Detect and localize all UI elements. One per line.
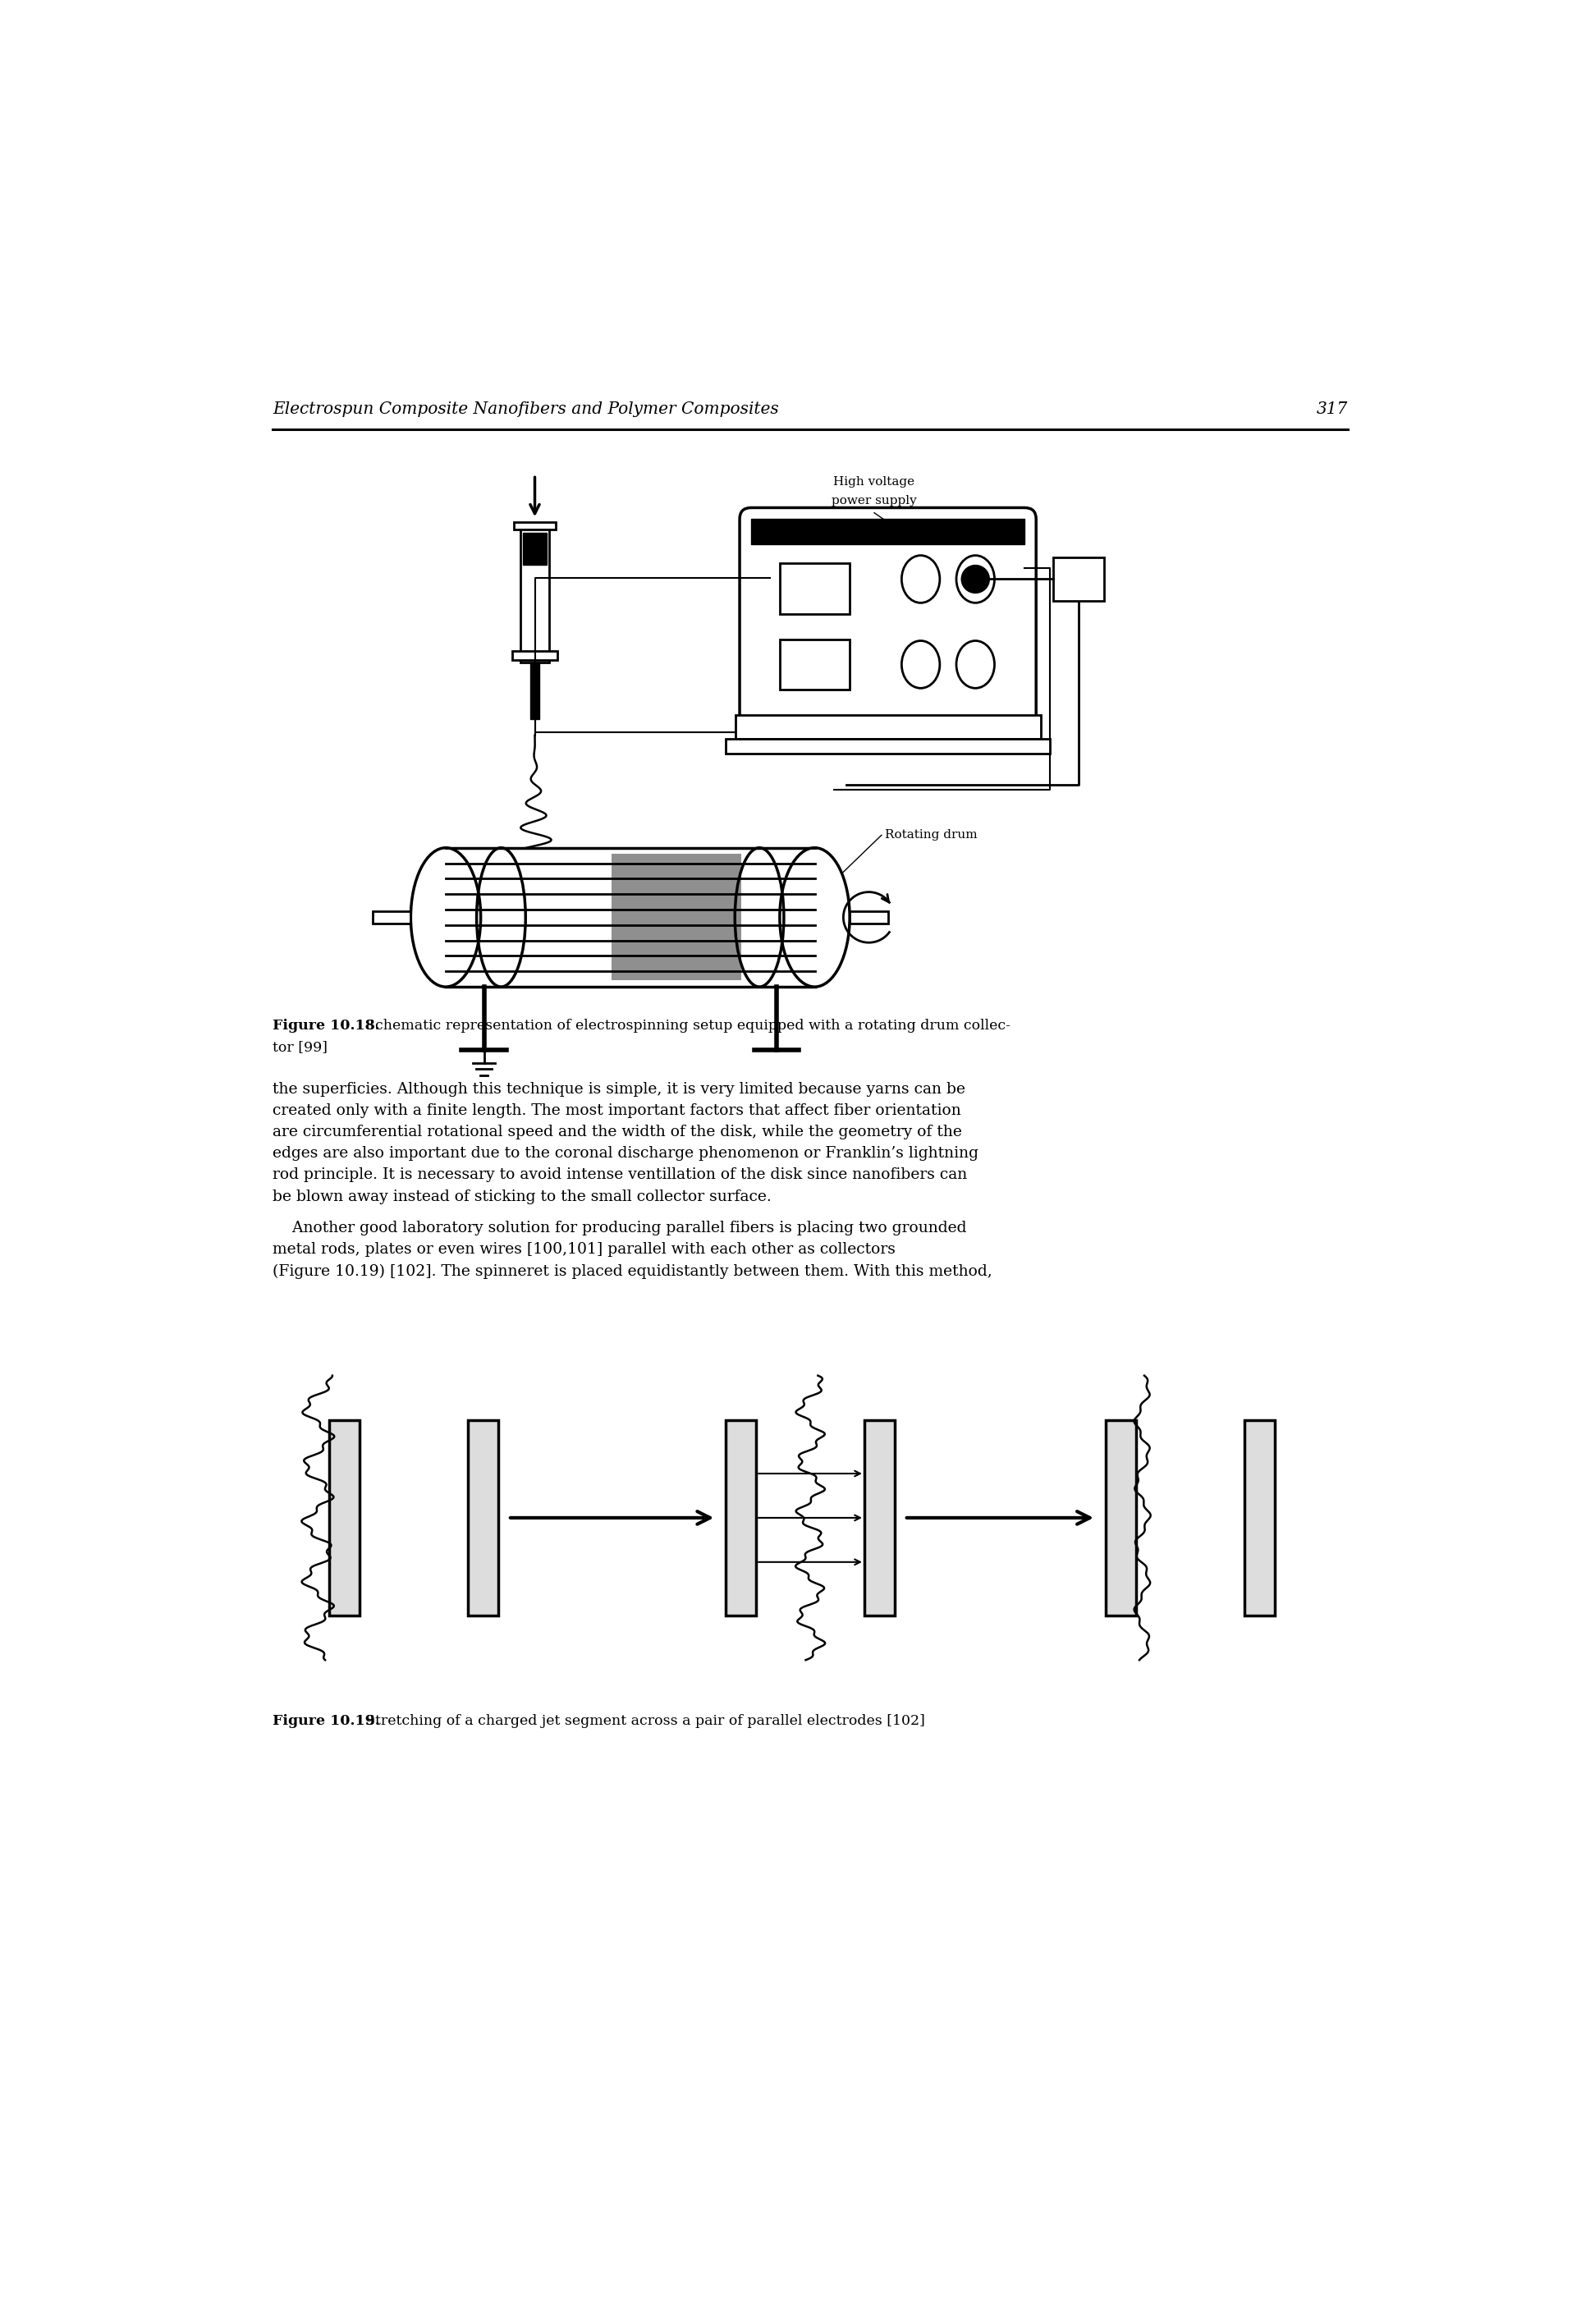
Text: Schematic representation of electrospinning setup equipped with a rotating drum : Schematic representation of electrospinn… bbox=[365, 1018, 1010, 1032]
Bar bbox=[865, 1420, 895, 1615]
Text: metal rods, plates or even wires [100,101] parallel with each other as collector: metal rods, plates or even wires [100,10… bbox=[272, 1243, 895, 1257]
Text: (Figure 10.19) [102]. The spinneret is placed equidistantly between them. With t: (Figure 10.19) [102]. The spinneret is p… bbox=[272, 1264, 993, 1278]
Bar bbox=[735, 716, 1040, 739]
Text: created only with a finite length. The most important factors that affect fiber : created only with a finite length. The m… bbox=[272, 1104, 961, 1118]
Text: be blown away instead of sticking to the small collector surface.: be blown away instead of sticking to the… bbox=[272, 1190, 772, 1204]
Bar bbox=[512, 651, 558, 660]
Ellipse shape bbox=[957, 555, 994, 602]
Ellipse shape bbox=[779, 848, 849, 988]
Bar bbox=[520, 530, 549, 662]
Text: edges are also important due to the coronal discharge phenomenon or Franklin’s l: edges are also important due to the coro… bbox=[272, 1146, 979, 1162]
Bar bbox=[373, 911, 411, 923]
Ellipse shape bbox=[901, 641, 939, 688]
Text: Figure 10.18.: Figure 10.18. bbox=[272, 1018, 379, 1032]
Bar bbox=[531, 662, 539, 720]
Bar bbox=[1053, 558, 1104, 602]
Bar bbox=[1105, 1420, 1137, 1615]
Text: the superficies. Although this technique is simple, it is very limited because y: the superficies. Although this technique… bbox=[272, 1081, 966, 1097]
Ellipse shape bbox=[957, 641, 994, 688]
Bar bbox=[446, 848, 814, 988]
Ellipse shape bbox=[901, 555, 939, 602]
Text: Stretching of a charged jet segment across a pair of parallel electrodes [102]: Stretching of a charged jet segment acro… bbox=[365, 1713, 925, 1727]
Bar bbox=[523, 532, 547, 565]
Bar bbox=[514, 523, 557, 530]
Text: 317: 317 bbox=[1317, 402, 1349, 416]
Text: Rotating drum: Rotating drum bbox=[885, 830, 977, 841]
Bar bbox=[779, 562, 849, 614]
Text: High voltage: High voltage bbox=[833, 476, 915, 488]
FancyBboxPatch shape bbox=[740, 507, 1036, 727]
Bar bbox=[329, 1420, 360, 1615]
Bar bbox=[612, 855, 741, 981]
Bar bbox=[726, 739, 1050, 753]
Ellipse shape bbox=[411, 848, 481, 988]
Text: power supply: power supply bbox=[832, 495, 917, 507]
Bar bbox=[849, 911, 889, 923]
Bar bbox=[726, 1420, 756, 1615]
Bar bbox=[779, 639, 849, 690]
Bar bbox=[1244, 1420, 1274, 1615]
Circle shape bbox=[961, 565, 990, 593]
Text: rod principle. It is necessary to avoid intense ventillation of the disk since n: rod principle. It is necessary to avoid … bbox=[272, 1167, 968, 1183]
Bar bbox=[468, 1420, 498, 1615]
Text: Figure 10.19.: Figure 10.19. bbox=[272, 1713, 379, 1727]
Text: are circumferential rotational speed and the width of the disk, while the geomet: are circumferential rotational speed and… bbox=[272, 1125, 963, 1139]
Text: tor [99]: tor [99] bbox=[272, 1039, 327, 1053]
Text: Electrospun Composite Nanofibers and Polymer Composites: Electrospun Composite Nanofibers and Pol… bbox=[272, 402, 779, 416]
Bar bbox=[751, 518, 1024, 544]
Text: Another good laboratory solution for producing parallel fibers is placing two gr: Another good laboratory solution for pro… bbox=[272, 1220, 966, 1236]
